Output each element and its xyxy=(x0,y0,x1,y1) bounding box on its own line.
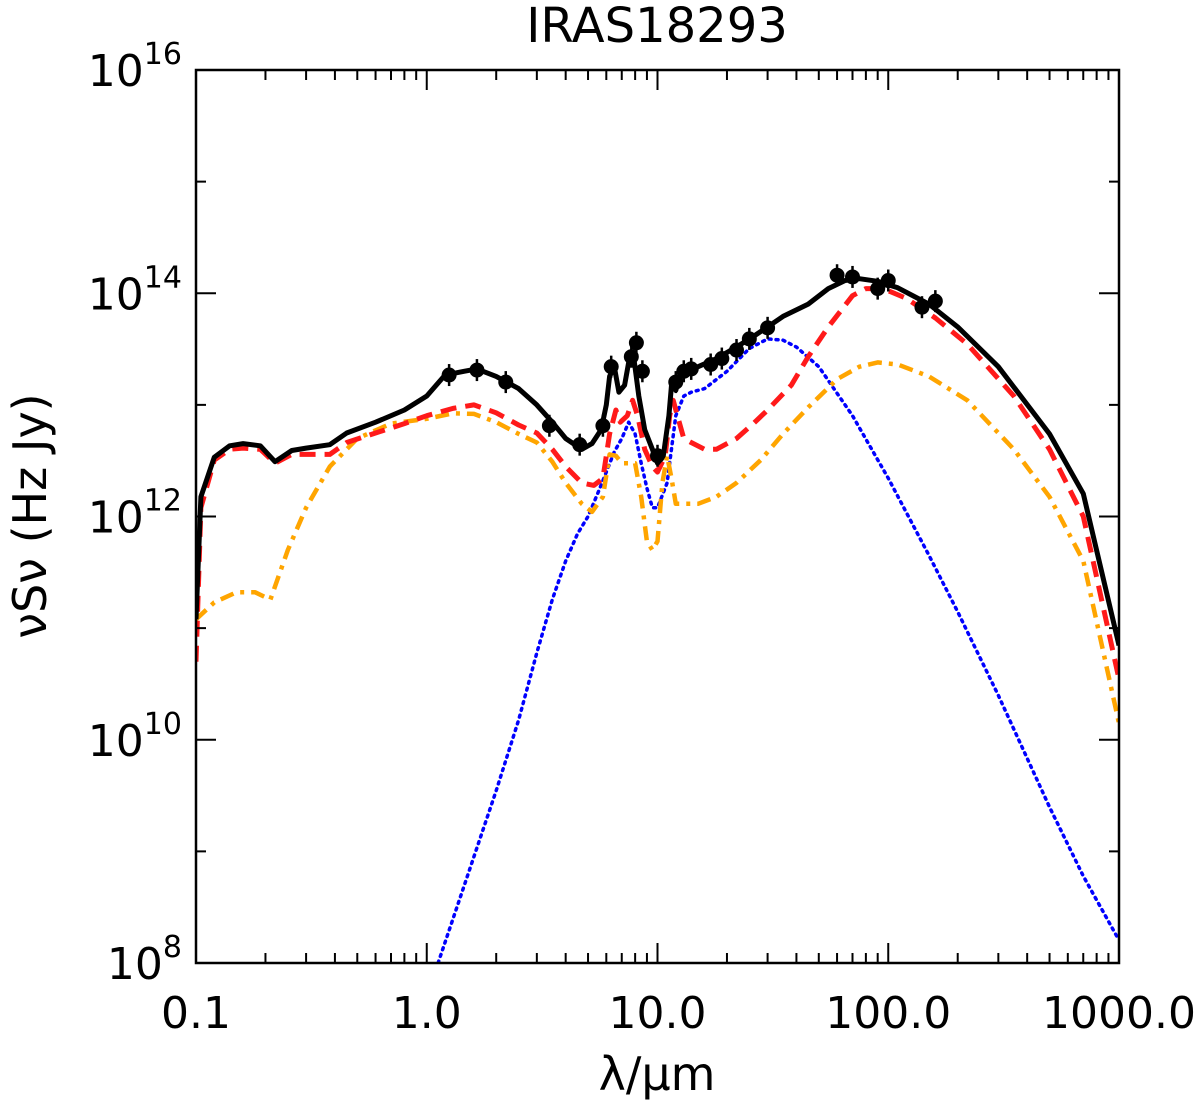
x-axis-label: λ/μm xyxy=(599,1047,716,1101)
y-tick-label: 1014 xyxy=(88,260,182,320)
data-point xyxy=(914,299,930,315)
data-point xyxy=(469,362,485,378)
data-point xyxy=(595,418,611,434)
data-point xyxy=(714,351,730,367)
x-tick-labels: 0.1 1.0 10.0 100.0 1000.0 xyxy=(161,988,1196,1039)
data-point xyxy=(729,342,745,358)
chart-title: IRAS18293 xyxy=(526,0,788,54)
data-point xyxy=(829,267,845,283)
y-axis-label: νSν (Hz Jy) xyxy=(3,393,57,638)
ticks-layer xyxy=(195,69,1119,964)
x-tick-label: 1000.0 xyxy=(1042,988,1196,1039)
data-point xyxy=(845,269,861,285)
data-point xyxy=(683,361,699,377)
data-point xyxy=(572,437,588,453)
x-tick-label: 1.0 xyxy=(392,988,462,1039)
data-point xyxy=(650,448,665,464)
y-tick-label: 1016 xyxy=(88,37,182,97)
y-tick-labels: 108 1010 1012 1014 1016 xyxy=(88,37,182,990)
data-point xyxy=(441,367,457,383)
x-tick-label: 10.0 xyxy=(609,988,707,1039)
y-tick-label: 108 xyxy=(107,930,182,990)
data-point xyxy=(668,374,684,390)
data-point xyxy=(634,363,650,379)
data-point xyxy=(870,281,886,297)
data-point xyxy=(741,331,757,347)
x-tick-label: 0.1 xyxy=(161,988,231,1039)
x-tick-label: 100.0 xyxy=(825,988,951,1039)
series-layer xyxy=(196,276,1119,963)
data-point xyxy=(498,374,514,390)
data-point xyxy=(541,418,557,434)
series-line-3 xyxy=(436,337,1119,963)
data-point xyxy=(880,273,896,289)
data-point xyxy=(623,349,639,365)
data-point xyxy=(760,320,776,336)
plot-frame xyxy=(194,68,1121,965)
series-line-2 xyxy=(196,360,1119,724)
observations-layer xyxy=(441,264,943,467)
series-line-1 xyxy=(196,286,1119,680)
y-tick-label: 1010 xyxy=(88,707,182,767)
data-point xyxy=(603,359,619,375)
data-point xyxy=(628,335,644,351)
series-line-0 xyxy=(196,276,1119,646)
y-tick-label: 1012 xyxy=(88,484,182,544)
data-point xyxy=(703,356,719,372)
data-point xyxy=(927,293,943,309)
